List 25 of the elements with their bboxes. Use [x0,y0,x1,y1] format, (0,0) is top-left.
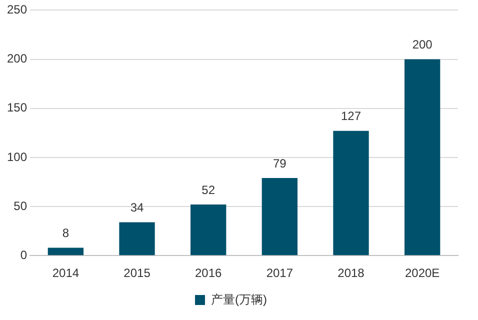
bar [404,59,440,256]
bar [333,130,369,256]
y-tick-label: 250 [6,2,28,17]
x-tick-label: 2020E [404,266,440,280]
x-tick-label: 2016 [194,266,222,280]
data-label: 52 [202,182,216,197]
legend-label: 产量(万辆) [211,292,268,306]
bar [48,248,84,256]
data-label: 127 [340,109,362,124]
x-tick-label: 2017 [266,266,294,280]
x-tick-label: 2015 [124,266,151,280]
data-label: 200 [412,38,433,52]
bar [262,178,298,256]
x-tick-label: 2018 [338,266,365,280]
data-label: 8 [62,226,70,240]
data-label: 79 [272,156,287,170]
y-tick-label: 200 [6,52,28,66]
bar [119,222,155,256]
x-tick-label: 2014 [52,266,80,280]
y-tick-label: 0 [20,248,28,262]
y-tick-label: 50 [14,198,28,213]
data-label: 34 [130,200,144,215]
y-tick-label: 100 [6,150,28,164]
bar [190,204,226,256]
y-tick-label: 150 [6,100,28,115]
